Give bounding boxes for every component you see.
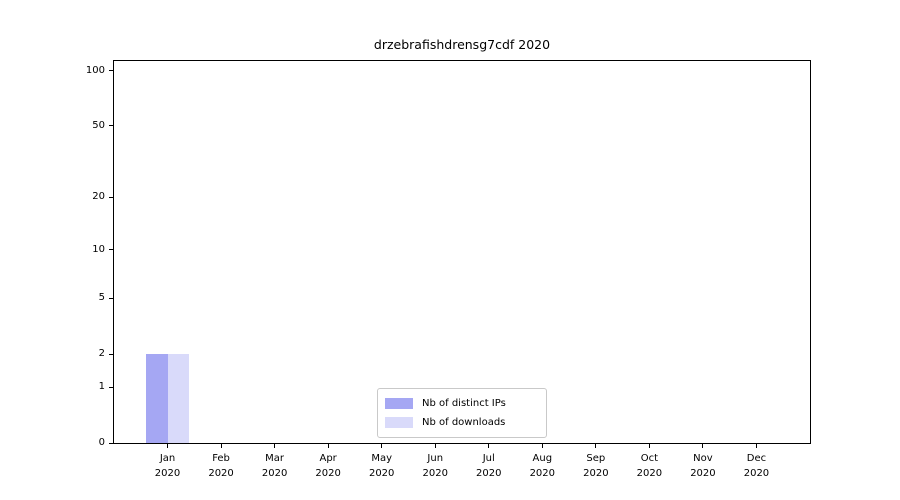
legend-item: Nb of downloads	[385, 416, 540, 428]
legend-item-label: Nb of distinct IPs	[422, 398, 506, 410]
plot-area	[113, 60, 811, 444]
y-tick-label: 20	[92, 191, 105, 203]
x-tick-mark	[702, 444, 704, 448]
y-tick-label: 0	[98, 437, 105, 448]
y-tick-label: 1	[98, 381, 105, 393]
x-tick-label: Dec 2020	[743, 453, 770, 479]
x-tick-label: Sep 2020	[583, 453, 609, 479]
x-tick-label: Feb 2020	[208, 453, 234, 479]
x-tick-mark	[381, 444, 383, 448]
y-tick-mark	[109, 353, 113, 355]
x-tick-mark	[755, 444, 757, 448]
x-tick-mark	[648, 444, 650, 448]
legend-item-label: Nb of downloads	[422, 416, 506, 428]
x-tick-mark	[274, 444, 276, 448]
bar-distinct-ips	[146, 354, 168, 443]
x-tick-mark	[327, 444, 329, 448]
bar-downloads	[167, 354, 190, 443]
legend-item: Nb of distinct IPs	[385, 398, 540, 410]
x-tick-mark	[595, 444, 597, 448]
x-tick-label: Jan 2020	[154, 453, 181, 479]
x-tick-label: Jul 2020	[476, 453, 502, 479]
y-tick-mark	[109, 125, 113, 127]
chart-title: drzebrafishdrensg7cdf 2020	[373, 37, 551, 52]
distinct-ips-swatch	[385, 398, 413, 410]
y-tick-label: 5	[98, 292, 105, 304]
legend: Nb of distinct IPs Nb of downloads	[377, 388, 547, 438]
y-tick-label: 50	[92, 119, 105, 131]
x-tick-label: Jun 2020	[422, 453, 448, 479]
y-tick-mark	[109, 249, 113, 251]
x-tick-mark	[488, 444, 490, 448]
y-tick-label: 2	[98, 348, 105, 360]
downloads-swatch	[385, 416, 413, 428]
y-tick-mark	[109, 70, 113, 72]
x-tick-mark	[167, 444, 169, 448]
x-tick-label: Apr 2020	[315, 453, 341, 479]
y-tick-mark	[109, 297, 113, 299]
x-tick-label: Aug 2020	[529, 453, 556, 479]
x-tick-mark	[541, 444, 543, 448]
x-tick-label: Oct 2020	[636, 453, 663, 479]
y-tick-label: 10	[92, 243, 105, 255]
x-tick-mark	[220, 444, 222, 448]
x-tick-mark	[434, 444, 436, 448]
y-tick-mark	[109, 442, 113, 444]
y-tick-label: 100	[85, 64, 105, 76]
x-tick-label: Mar 2020	[261, 453, 288, 479]
x-tick-label: Nov 2020	[690, 453, 716, 479]
y-tick-mark	[109, 386, 113, 388]
x-tick-label: May 2020	[368, 453, 395, 479]
y-tick-mark	[109, 196, 113, 198]
